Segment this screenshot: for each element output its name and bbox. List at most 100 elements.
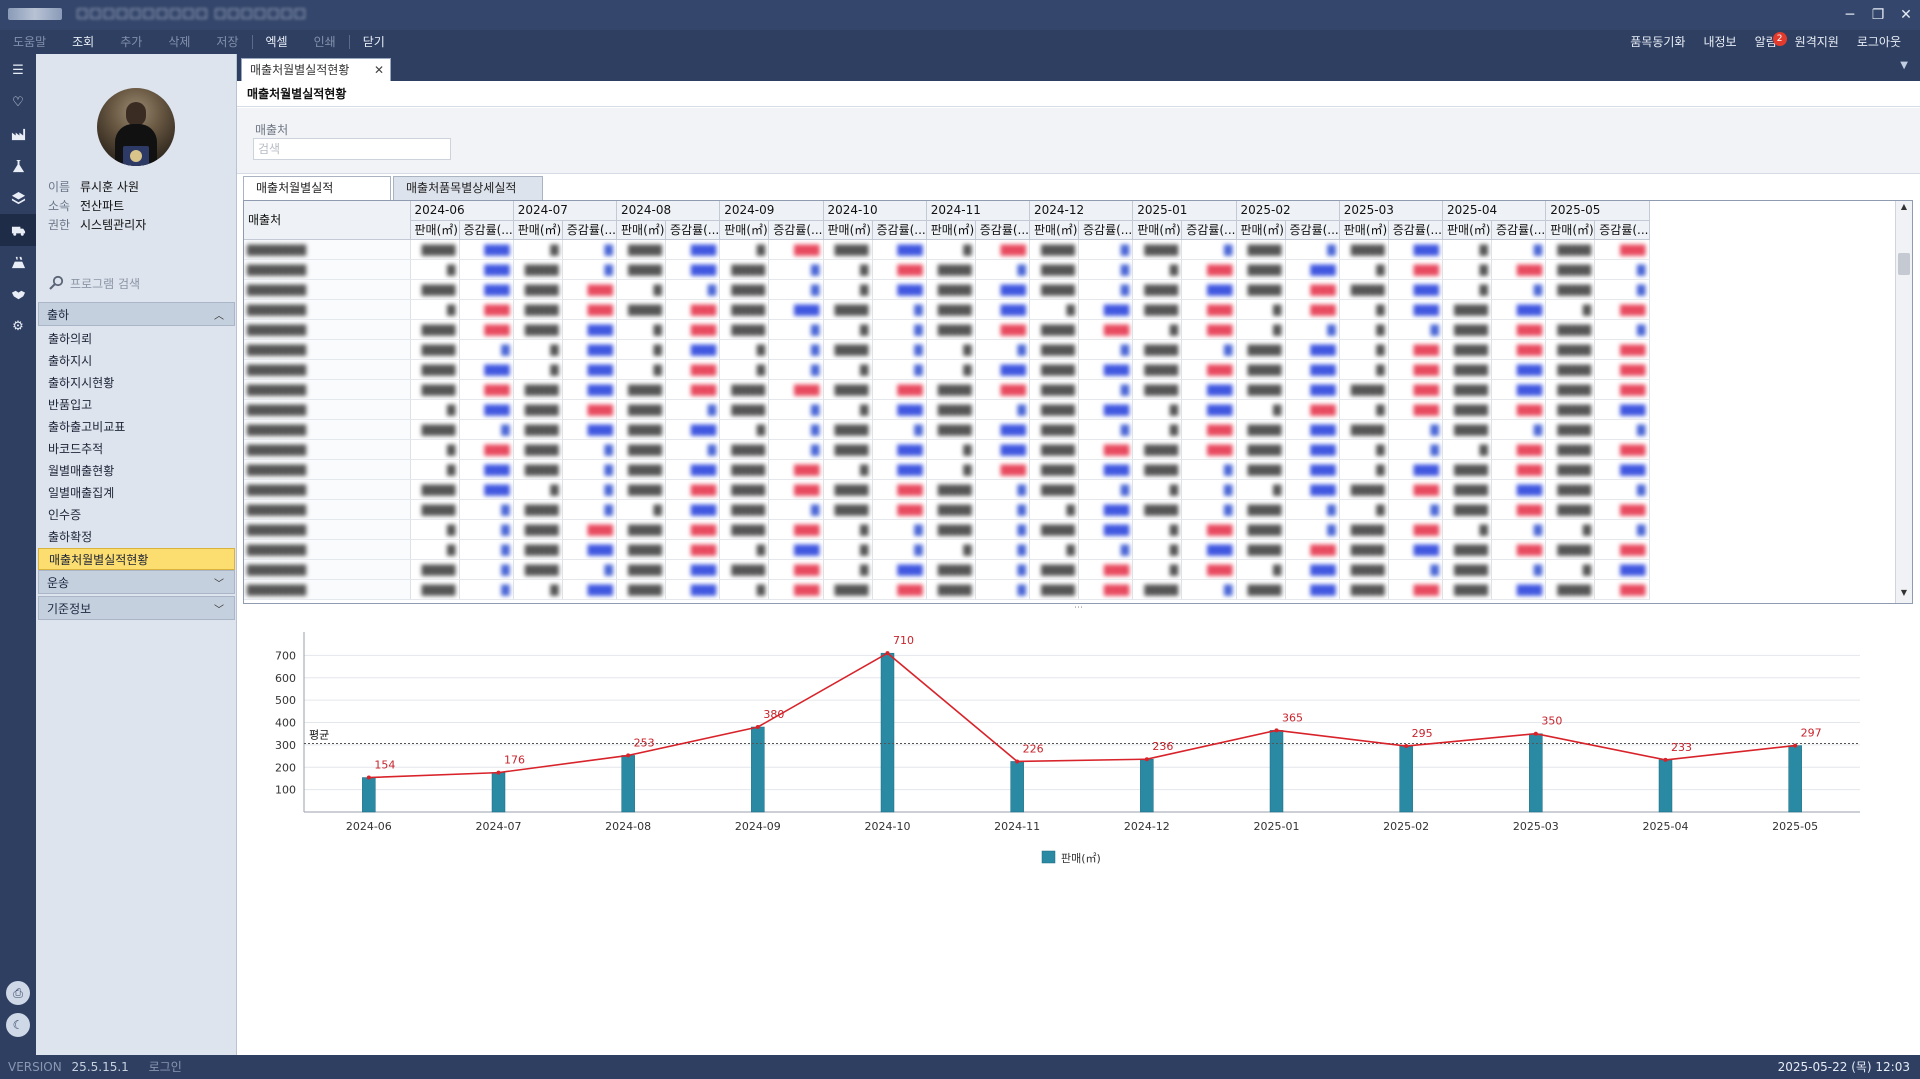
rate-cell[interactable]: ▇▇▇ xyxy=(1491,499,1547,520)
rate-cell[interactable]: ▇▇▇ xyxy=(665,499,721,520)
sales-cell[interactable]: ▇ xyxy=(1442,259,1492,280)
sales-cell[interactable]: ▇ xyxy=(926,439,976,460)
rate-column-header[interactable]: 증감률(... xyxy=(872,220,927,240)
rate-cell[interactable]: ▇▇▇ xyxy=(1594,499,1650,520)
sales-cell[interactable]: ▇ xyxy=(719,579,770,600)
rate-cell[interactable]: ▇▇▇ xyxy=(1491,299,1547,320)
group-shipping[interactable]: 출하 ︿ xyxy=(38,302,235,326)
rate-cell[interactable]: ▇▇▇ xyxy=(459,439,514,460)
rate-cell[interactable]: ▇ xyxy=(1491,419,1547,440)
sales-cell[interactable]: ▇▇▇▇ xyxy=(1236,339,1286,360)
sales-cell[interactable]: ▇▇▇▇ xyxy=(823,479,873,500)
sales-cell[interactable]: ▇▇▇▇ xyxy=(616,239,666,260)
rate-cell[interactable]: ▇ xyxy=(872,539,927,560)
vendor-cell[interactable]: ▇▇▇▇▇▇▇ xyxy=(244,539,411,560)
sales-cell[interactable]: ▇▇▇▇ xyxy=(513,539,563,560)
sales-cell[interactable]: ▇ xyxy=(513,579,563,600)
sales-cell[interactable]: ▇▇▇▇ xyxy=(1339,559,1389,580)
rate-cell[interactable]: ▇▇▇ xyxy=(1285,279,1340,300)
sales-cell[interactable]: ▇▇▇▇ xyxy=(1236,519,1286,540)
sales-cell[interactable]: ▇▇▇▇ xyxy=(616,479,666,500)
rate-cell[interactable]: ▇▇▇ xyxy=(768,579,824,600)
rate-cell[interactable]: ▇▇▇ xyxy=(1388,299,1444,320)
vendor-cell[interactable]: ▇▇▇▇▇▇▇ xyxy=(244,519,411,540)
sales-cell[interactable]: ▇ xyxy=(1339,459,1389,480)
rate-cell[interactable]: ▇ xyxy=(768,359,824,380)
rate-cell[interactable]: ▇▇▇ xyxy=(768,239,824,260)
rate-cell[interactable]: ▇▇▇ xyxy=(665,379,721,400)
sales-cell[interactable]: ▇▇▇▇ xyxy=(1339,479,1389,500)
rate-cell[interactable]: ▇▇▇ xyxy=(1181,359,1237,380)
sales-cell[interactable]: ▇ xyxy=(410,439,460,460)
road-icon[interactable] xyxy=(0,246,36,278)
sidebar-item-9[interactable]: 출하확정 xyxy=(48,530,93,544)
sales-cell[interactable]: ▇▇▇▇ xyxy=(513,379,563,400)
rate-column-header[interactable]: 증감률(... xyxy=(1285,220,1340,240)
sales-cell[interactable]: ▇ xyxy=(1029,539,1079,560)
rate-cell[interactable]: ▇▇▇ xyxy=(1181,559,1237,580)
menu-right-item-0[interactable]: 품목동기화 xyxy=(1621,30,1694,54)
rate-cell[interactable]: ▇ xyxy=(665,399,721,420)
sales-column-header[interactable]: 판매(㎡) xyxy=(1132,220,1183,240)
sales-cell[interactable]: ▇ xyxy=(513,239,563,260)
rate-cell[interactable]: ▇▇▇ xyxy=(1491,359,1547,380)
sales-cell[interactable]: ▇▇▇▇ xyxy=(1339,279,1389,300)
sales-cell[interactable]: ▇▇▇▇ xyxy=(1029,359,1079,380)
sales-cell[interactable]: ▇ xyxy=(823,279,873,300)
rate-cell[interactable]: ▇ xyxy=(768,439,824,460)
rate-cell[interactable]: ▇▇▇ xyxy=(665,319,721,340)
sales-cell[interactable]: ▇▇▇▇ xyxy=(823,499,873,520)
sales-cell[interactable]: ▇▇▇▇ xyxy=(1029,259,1079,280)
sales-cell[interactable]: ▇▇▇▇ xyxy=(1132,579,1183,600)
rate-cell[interactable]: ▇ xyxy=(459,419,514,440)
sales-cell[interactable]: ▇ xyxy=(1029,299,1079,320)
table-row[interactable]: ▇▇▇▇▇▇▇▇▇▇▇▇▇▇▇▇▇▇▇▇▇▇▇▇▇▇▇▇▇▇▇▇▇▇▇▇▇▇▇▇… xyxy=(244,319,1650,340)
rate-cell[interactable]: ▇ xyxy=(975,479,1031,500)
rate-cell[interactable]: ▇ xyxy=(459,339,514,360)
sales-cell[interactable]: ▇ xyxy=(1339,319,1389,340)
sales-cell[interactable]: ▇▇▇▇ xyxy=(926,519,976,540)
rate-cell[interactable]: ▇ xyxy=(1285,239,1340,260)
rate-cell[interactable]: ▇ xyxy=(872,419,927,440)
rate-cell[interactable]: ▇ xyxy=(975,339,1031,360)
rate-cell[interactable]: ▇▇▇ xyxy=(975,279,1031,300)
rate-column-header[interactable]: 증감률(... xyxy=(1181,220,1237,240)
sales-cell[interactable]: ▇▇▇▇ xyxy=(926,259,976,280)
sales-cell[interactable]: ▇ xyxy=(1132,319,1183,340)
sales-cell[interactable]: ▇▇▇▇ xyxy=(1339,579,1389,600)
rate-cell[interactable]: ▇ xyxy=(975,399,1031,420)
rate-cell[interactable]: ▇ xyxy=(562,479,618,500)
vendor-cell[interactable]: ▇▇▇▇▇▇▇ xyxy=(244,579,411,600)
rate-cell[interactable]: ▇ xyxy=(459,559,514,580)
rate-cell[interactable]: ▇▇▇ xyxy=(665,479,721,500)
rate-cell[interactable]: ▇▇▇ xyxy=(872,239,927,260)
vendor-cell[interactable]: ▇▇▇▇▇▇▇ xyxy=(244,319,411,340)
rate-cell[interactable]: ▇▇▇ xyxy=(562,339,618,360)
sales-cell[interactable]: ▇ xyxy=(1236,399,1286,420)
rate-cell[interactable]: ▇ xyxy=(975,259,1031,280)
sales-cell[interactable]: ▇▇▇▇ xyxy=(410,359,460,380)
rate-cell[interactable]: ▇ xyxy=(562,459,618,480)
rate-cell[interactable]: ▇▇▇ xyxy=(1181,319,1237,340)
rate-column-header[interactable]: 증감률(... xyxy=(1078,220,1134,240)
rate-cell[interactable]: ▇ xyxy=(1181,339,1237,360)
group-transport[interactable]: 운송 ﹀ xyxy=(38,570,235,594)
table-row[interactable]: ▇▇▇▇▇▇▇▇▇▇▇▇▇▇▇▇▇▇▇▇▇▇▇▇▇▇▇▇▇▇▇▇▇▇▇▇▇▇▇▇… xyxy=(244,519,1650,540)
tab-vendor-monthly[interactable]: 매출처월별실적 xyxy=(243,176,391,200)
sales-cell[interactable]: ▇▇▇▇ xyxy=(719,459,770,480)
sales-cell[interactable]: ▇▇▇▇ xyxy=(719,479,770,500)
vendor-cell[interactable]: ▇▇▇▇▇▇▇ xyxy=(244,559,411,580)
sales-cell[interactable]: ▇▇▇▇ xyxy=(410,579,460,600)
rate-cell[interactable]: ▇▇▇ xyxy=(1181,419,1237,440)
rate-cell[interactable]: ▇▇▇ xyxy=(1388,279,1444,300)
sales-cell[interactable]: ▇▇▇▇ xyxy=(1236,379,1286,400)
rate-column-header[interactable]: 증감률(... xyxy=(665,220,721,240)
sales-cell[interactable]: ▇▇▇▇ xyxy=(1545,319,1596,340)
rate-cell[interactable]: ▇▇▇ xyxy=(1388,579,1444,600)
rate-cell[interactable]: ▇▇▇ xyxy=(1491,259,1547,280)
rate-cell[interactable]: ▇▇▇ xyxy=(1388,359,1444,380)
sales-cell[interactable]: ▇▇▇▇ xyxy=(1236,579,1286,600)
table-row[interactable]: ▇▇▇▇▇▇▇▇▇▇▇▇▇▇▇▇▇▇▇▇▇▇▇▇▇▇▇▇▇▇▇▇▇▇▇▇▇▇▇▇… xyxy=(244,559,1650,580)
sales-cell[interactable]: ▇ xyxy=(1339,339,1389,360)
sales-cell[interactable]: ▇▇▇▇ xyxy=(410,239,460,260)
